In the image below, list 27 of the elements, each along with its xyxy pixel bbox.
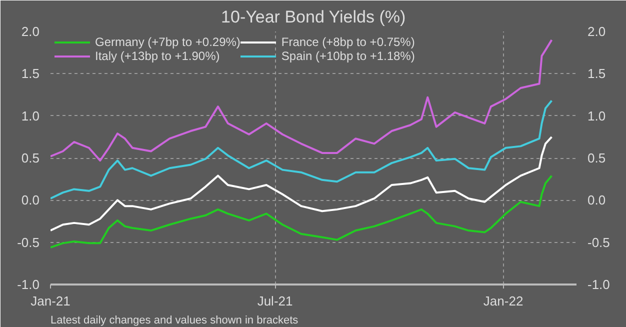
text: Latest daily changes and values shown in brackets xyxy=(50,314,299,326)
line-series xyxy=(50,100,553,200)
line-series xyxy=(50,38,553,162)
x-tick-label: Jul-21 xyxy=(257,294,293,308)
x-tick-label: Jan-22 xyxy=(483,294,524,308)
y2-tick-label: 2.0 xyxy=(588,24,606,39)
x-tick-label: Jan-21 xyxy=(30,294,70,308)
y2-tick-label: -0.5 xyxy=(588,234,610,250)
chart-title: 10-Year Bond Yields (%) xyxy=(221,8,406,26)
line-series xyxy=(50,136,553,232)
y-tick-label: 0.5 xyxy=(21,150,40,166)
y2-tick-label: 1.0 xyxy=(588,108,606,124)
y-tick-label: -1.0 xyxy=(17,277,40,292)
y-tick-label: 0.0 xyxy=(21,192,40,208)
line-series xyxy=(50,174,553,248)
y2-tick-label: 0.0 xyxy=(588,192,606,208)
legend-label: Italy (+13bp to +1.90%) xyxy=(95,49,220,63)
y2-tick-label: 1.5 xyxy=(588,66,606,82)
y-tick-label: 2.0 xyxy=(21,24,40,39)
y2-tick-label: 0.5 xyxy=(588,150,606,166)
y-tick-label: 1.0 xyxy=(21,108,40,124)
y2-tick-label: -1.0 xyxy=(588,277,610,292)
y-tick-label: 1.5 xyxy=(21,66,40,82)
y-tick-label: -0.5 xyxy=(17,234,40,250)
legend-label: Germany (+7bp to +0.29%) xyxy=(95,35,240,49)
legend-label: Spain (+10bp to +1.18%) xyxy=(281,49,415,63)
legend-label: France (+8bp to +0.75%) xyxy=(281,35,415,49)
